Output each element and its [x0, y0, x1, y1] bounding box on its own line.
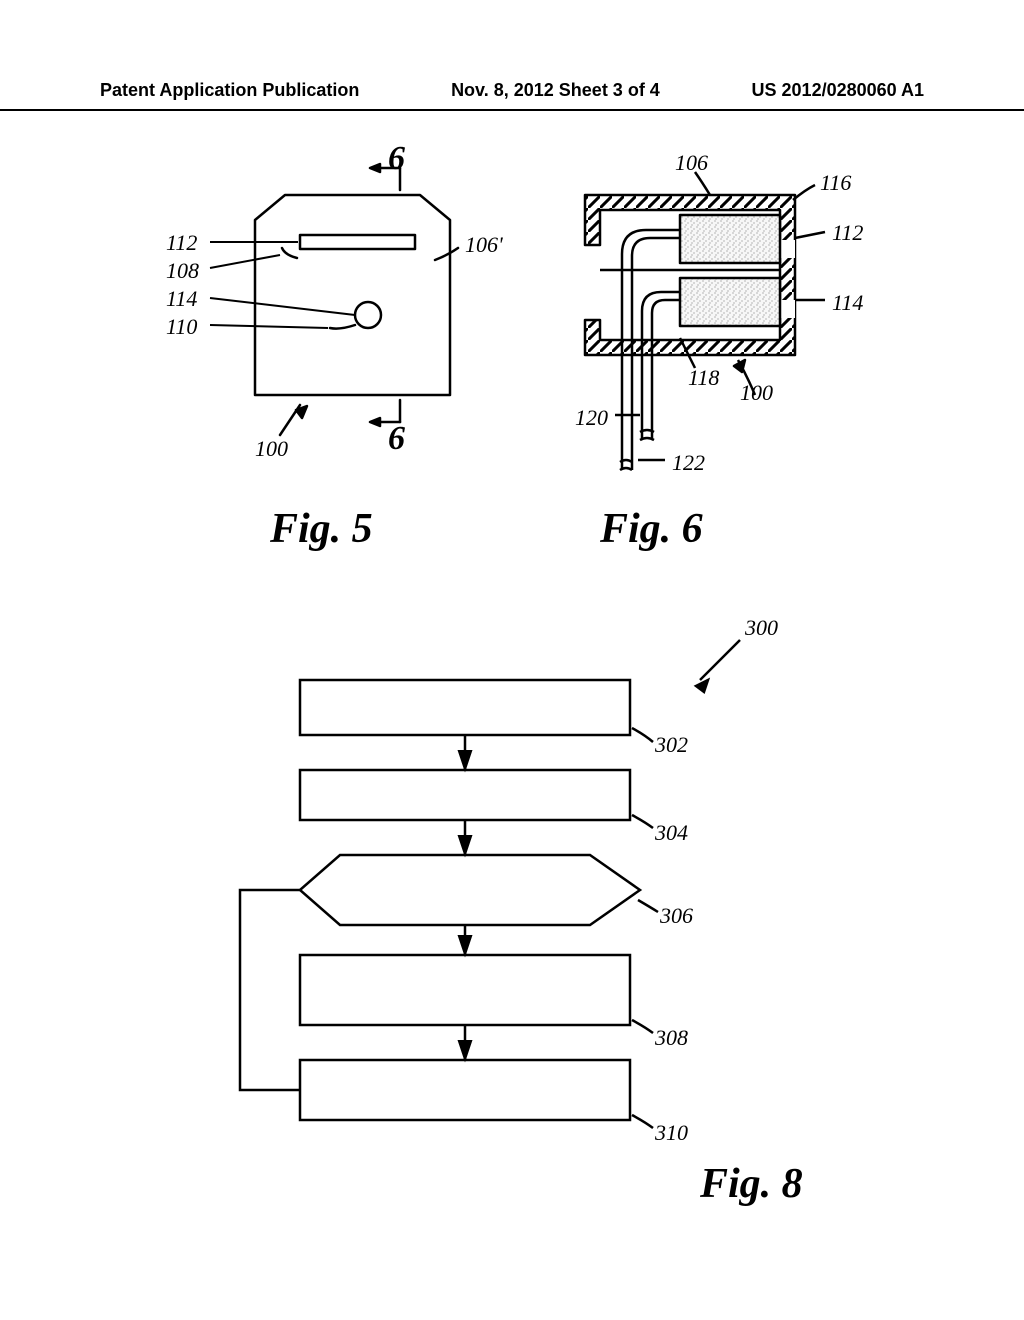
fig8-label-300: 300	[745, 615, 778, 641]
fig8-label-310: 310	[655, 1120, 688, 1146]
fig8-label-308: 308	[655, 1025, 688, 1051]
fig8-label-306: 306	[660, 903, 693, 929]
fig8-label-304: 304	[655, 820, 688, 846]
fig8-caption: Fig. 8	[700, 1160, 803, 1208]
fig8-label-302: 302	[655, 732, 688, 758]
figure-8	[0, 0, 1024, 1320]
